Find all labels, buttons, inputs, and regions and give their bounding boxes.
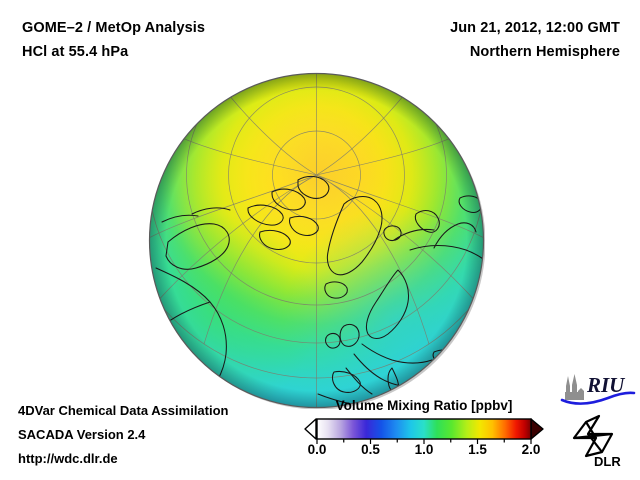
colorbar-tick-label: 2.0 (521, 442, 541, 457)
footer-method: 4DVar Chemical Data Assimilation (18, 403, 229, 418)
footer-version: SACADA Version 2.4 (18, 427, 146, 442)
globe-outline (148, 72, 485, 409)
colorbar-tick-label: 0.5 (361, 442, 380, 457)
colorbar-tick-label: 1.0 (414, 442, 434, 457)
colorbar-gradient (316, 418, 532, 440)
colorbar-tick-labels: 0.0 0.5 1.0 1.5 2.0 (300, 442, 548, 462)
colorbar-ticks (316, 439, 532, 444)
cathedral-icon (565, 374, 584, 400)
colorbar-tick-label: 1.5 (468, 442, 487, 457)
dlr-mark-icon (572, 414, 614, 458)
header-species-level: HCl at 55.4 hPa (22, 44, 129, 60)
polar-globe-map (148, 72, 485, 409)
colorbar-tick-label: 0.0 (307, 442, 327, 457)
footer-url[interactable]: http://wdc.dlr.de (18, 451, 118, 466)
header-region: Northern Hemisphere (469, 44, 620, 60)
colorbar: Volume Mixing Ratio [ppbv] 0.0 0.5 1.0 1.5 2… (300, 398, 548, 464)
header-instrument-title: GOME–2 / MetOp Analysis (22, 20, 206, 36)
header-datetime: Jun 21, 2012, 12:00 GMT (450, 20, 620, 36)
dlr-wordmark: DLR (594, 454, 621, 468)
riu-wave (560, 391, 636, 405)
dlr-logo: DLR (566, 412, 634, 468)
colorbar-title: Volume Mixing Ratio [ppbv] (335, 398, 513, 413)
riu-logo: RIU (560, 370, 636, 410)
colorbar-extend-min (304, 418, 317, 440)
colorbar-extend-max (530, 418, 544, 440)
